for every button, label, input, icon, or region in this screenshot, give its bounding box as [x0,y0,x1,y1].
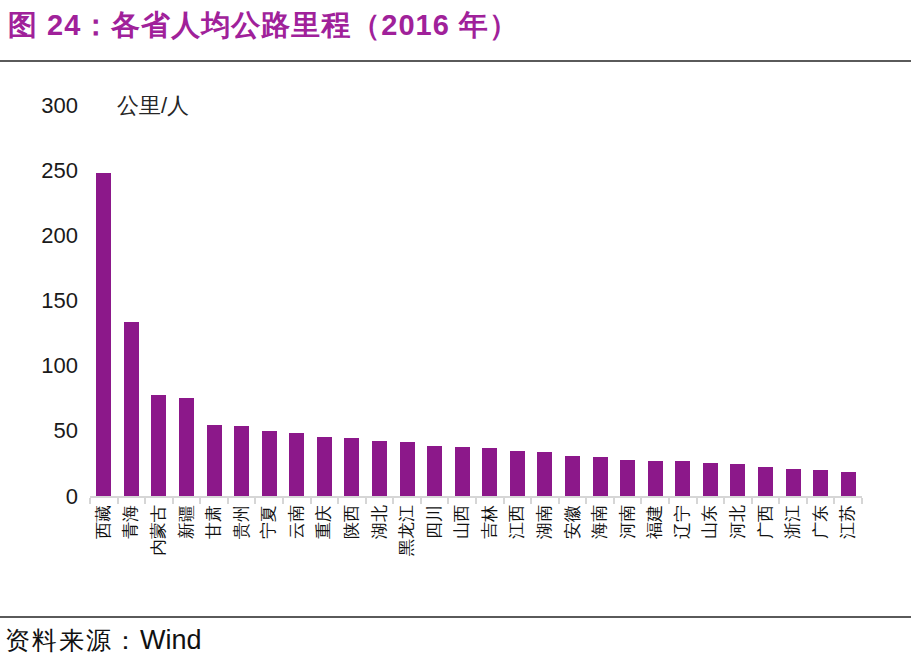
x-axis-tick [420,498,422,504]
x-axis-tick [751,498,753,504]
y-axis-tick-label: 300 [8,93,78,119]
x-axis-tick [310,498,312,504]
x-axis-tick [861,498,863,504]
y-axis-unit-label: 公里/人 [117,91,189,121]
bar [537,452,552,496]
x-axis-tick [447,498,449,504]
bar-chart: 公里/人 050100150200250300西藏青海内蒙古新疆甘肃贵州宁夏云南… [0,0,911,671]
bar [620,460,635,496]
bar [758,467,773,497]
x-axis-tick [723,498,725,504]
bar [179,398,194,497]
bar [593,457,608,496]
source-label: 资料来源： [5,627,140,654]
bar [427,446,442,497]
x-axis-tick [530,498,532,504]
x-axis-tick [806,498,808,504]
bar [730,464,745,497]
footer-divider-rule [0,616,911,618]
x-axis-tick [227,498,229,504]
y-axis-tick-label: 50 [8,418,78,444]
x-axis-tick [365,498,367,504]
x-axis-tick [668,498,670,504]
bar [317,437,332,497]
x-axis-tick [337,498,339,504]
bar [372,441,387,497]
bar [234,426,249,496]
bar [510,451,525,497]
y-axis-tick-label: 200 [8,223,78,249]
x-axis-tick [613,498,615,504]
bar [151,395,166,496]
source-value: Wind [140,625,202,655]
x-axis-tick [640,498,642,504]
y-axis-tick-label: 100 [8,353,78,379]
bar [703,463,718,497]
bar [841,472,856,497]
y-axis-tick-label: 150 [8,288,78,314]
y-axis-tick-label: 0 [8,484,78,510]
x-axis-tick [172,498,174,504]
x-axis-tick [585,498,587,504]
x-axis-tick [282,498,284,504]
bar [565,456,580,496]
x-axis-tick [392,498,394,504]
bar [96,173,111,497]
bar [344,438,359,497]
x-axis-tick [696,498,698,504]
x-axis-tick [117,498,119,504]
x-axis-tick [558,498,560,504]
bar [262,431,277,496]
bar [400,442,415,497]
x-axis-tick [254,498,256,504]
bar [482,448,497,496]
x-axis-tick [475,498,477,504]
x-axis-tick [778,498,780,504]
x-axis-tick [144,498,146,504]
x-axis-tick [503,498,505,504]
x-axis-tick [199,498,201,504]
x-axis-tick [833,498,835,504]
bar [455,447,470,496]
bar [648,461,663,496]
bar [675,461,690,496]
bar [813,470,828,496]
bar [289,433,304,497]
bar [207,425,222,497]
y-axis-tick-label: 250 [8,158,78,184]
source-line: 资料来源：Wind [5,624,202,657]
bar [124,322,139,496]
x-axis-tick [89,498,91,504]
bar [786,469,801,496]
